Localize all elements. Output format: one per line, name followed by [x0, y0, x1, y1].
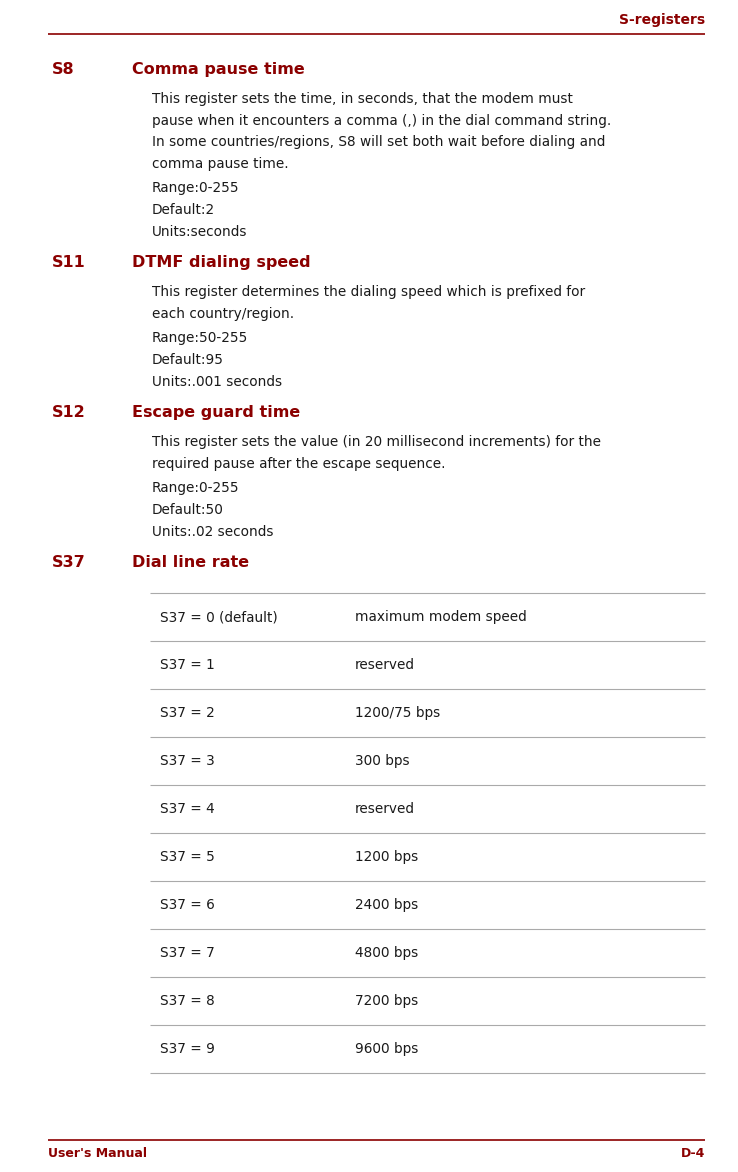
Text: S11: S11: [52, 255, 86, 270]
Text: S37: S37: [52, 556, 86, 570]
Text: S37 = 4: S37 = 4: [160, 802, 215, 816]
Text: reserved: reserved: [355, 802, 415, 816]
Text: Default:2: Default:2: [152, 203, 215, 217]
Text: Default:50: Default:50: [152, 503, 224, 517]
Text: Escape guard time: Escape guard time: [132, 406, 300, 420]
Text: Range:0-255: Range:0-255: [152, 481, 240, 495]
Text: required pause after the escape sequence.: required pause after the escape sequence…: [152, 457, 446, 470]
Text: 1200/75 bps: 1200/75 bps: [355, 706, 441, 720]
Text: maximum modem speed: maximum modem speed: [355, 609, 527, 624]
Text: This register sets the time, in seconds, that the modem must: This register sets the time, in seconds,…: [152, 91, 573, 105]
Text: comma pause time.: comma pause time.: [152, 157, 289, 170]
Text: Units:.001 seconds: Units:.001 seconds: [152, 375, 282, 389]
Text: S37 = 3: S37 = 3: [160, 754, 215, 768]
Text: reserved: reserved: [355, 657, 415, 672]
Text: S8: S8: [52, 62, 75, 77]
Text: 1200 bps: 1200 bps: [355, 850, 418, 864]
Text: S-registers: S-registers: [619, 13, 705, 27]
Text: S37 = 5: S37 = 5: [160, 850, 215, 864]
Text: 9600 bps: 9600 bps: [355, 1042, 418, 1056]
Text: Default:95: Default:95: [152, 353, 224, 367]
Text: Range:50-255: Range:50-255: [152, 331, 249, 345]
Text: each country/region.: each country/region.: [152, 307, 294, 320]
Text: DTMF dialing speed: DTMF dialing speed: [132, 255, 311, 270]
Text: S37 = 9: S37 = 9: [160, 1042, 215, 1056]
Text: User's Manual: User's Manual: [48, 1147, 147, 1160]
Text: Comma pause time: Comma pause time: [132, 62, 305, 77]
Text: This register sets the value (in 20 millisecond increments) for the: This register sets the value (in 20 mill…: [152, 435, 601, 449]
Text: D-4: D-4: [680, 1147, 705, 1160]
Text: Units:.02 seconds: Units:.02 seconds: [152, 525, 274, 539]
Text: This register determines the dialing speed which is prefixed for: This register determines the dialing spe…: [152, 285, 585, 299]
Text: In some countries/regions, S8 will set both wait before dialing and: In some countries/regions, S8 will set b…: [152, 135, 605, 149]
Text: pause when it encounters a comma (,) in the dial command string.: pause when it encounters a comma (,) in …: [152, 114, 611, 128]
Text: S37 = 7: S37 = 7: [160, 946, 215, 960]
Text: S37 = 1: S37 = 1: [160, 657, 215, 672]
Text: Dial line rate: Dial line rate: [132, 556, 249, 570]
Text: 2400 bps: 2400 bps: [355, 898, 418, 912]
Text: S37 = 0 (default): S37 = 0 (default): [160, 609, 277, 624]
Text: S37 = 8: S37 = 8: [160, 994, 215, 1008]
Text: Range:0-255: Range:0-255: [152, 180, 240, 195]
Text: 4800 bps: 4800 bps: [355, 946, 418, 960]
Text: S37 = 2: S37 = 2: [160, 706, 215, 720]
Text: Units:seconds: Units:seconds: [152, 225, 247, 239]
Text: S12: S12: [52, 406, 86, 420]
Text: S37 = 6: S37 = 6: [160, 898, 215, 912]
Text: 7200 bps: 7200 bps: [355, 994, 418, 1008]
Text: 300 bps: 300 bps: [355, 754, 410, 768]
